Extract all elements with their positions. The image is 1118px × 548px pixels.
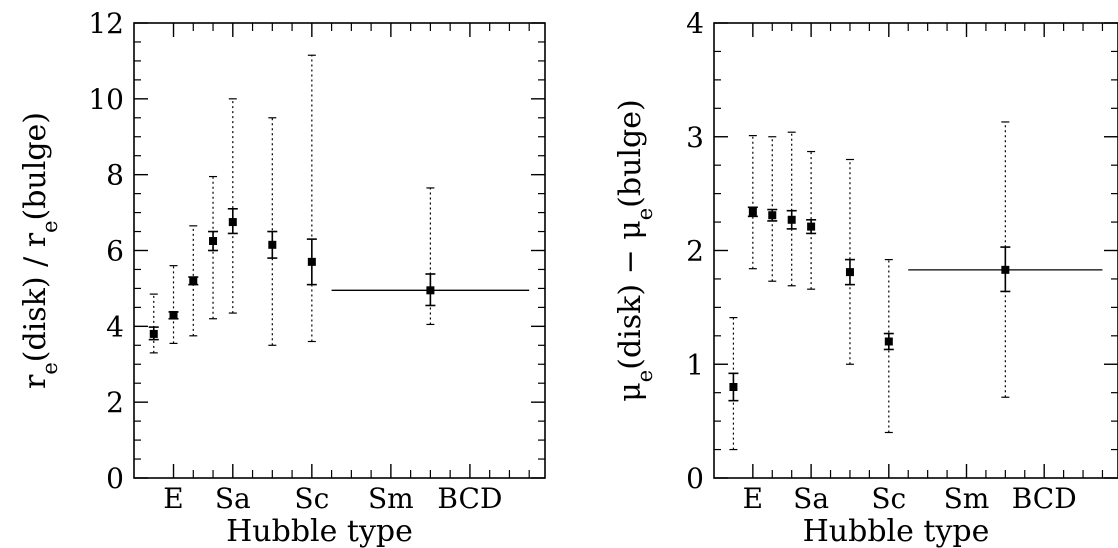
y-tick-label: 4	[106, 310, 124, 343]
y-label-part: μ	[613, 382, 648, 402]
data-point	[845, 268, 854, 277]
y-label-part: (bulge)	[613, 99, 648, 208]
x-tick-label: Sm	[944, 482, 990, 515]
data-point	[787, 215, 796, 224]
data-point	[768, 211, 777, 220]
data-point	[729, 383, 738, 391]
y-label-part: r	[18, 374, 53, 389]
y-axis-label: re(disk) / re(bulge)	[18, 112, 62, 389]
data-point	[209, 237, 218, 246]
x-tick-label: E	[163, 482, 183, 515]
y-tick-label: 12	[88, 7, 124, 40]
x-tick-label: Sa	[793, 482, 829, 515]
y-tick-label: 0	[106, 462, 124, 495]
y-tick-label: 10	[88, 83, 124, 116]
data-point	[149, 329, 158, 338]
y-label-part: (disk) −	[613, 240, 648, 370]
y-label-subscript: e	[633, 208, 657, 220]
y-label-subscript: e	[38, 362, 62, 374]
y-tick-label: 6	[106, 235, 124, 268]
plot-frame	[713, 22, 1118, 479]
y-tick-label: 0	[686, 462, 704, 495]
y-label-subscript: e	[38, 220, 62, 232]
y-label-part: μ	[613, 220, 648, 240]
data-point	[169, 310, 178, 319]
y-tick-label: 1	[686, 348, 704, 381]
data-point	[807, 222, 816, 231]
y-tick-label: 2	[106, 386, 124, 419]
data-point	[228, 218, 237, 227]
x-tick-label: BCD	[1012, 482, 1077, 515]
y-label-part: (disk) / r	[18, 232, 53, 362]
x-axis-label: Hubble type	[226, 514, 413, 548]
y-tick-label: 4	[686, 7, 704, 40]
data-point	[1001, 265, 1010, 274]
y-label-part: (bulge)	[18, 112, 53, 221]
x-tick-label: E	[743, 482, 763, 515]
y-label-subscript: e	[633, 370, 657, 382]
data-point	[748, 207, 757, 216]
y-tick-label: 2	[686, 235, 704, 268]
data-point	[307, 257, 316, 266]
x-tick-label: Sc	[294, 482, 329, 515]
data-point	[268, 240, 277, 249]
y-tick-label: 8	[106, 159, 124, 192]
data-point	[189, 276, 198, 285]
x-tick-label: Sa	[215, 482, 251, 515]
x-axis-label: Hubble type	[803, 514, 990, 548]
plot-frame	[133, 22, 546, 479]
data-point	[426, 286, 435, 295]
y-tick-label: 3	[686, 121, 704, 154]
x-tick-label: Sm	[368, 482, 414, 515]
x-tick-label: BCD	[437, 482, 502, 515]
data-point	[884, 337, 893, 346]
y-axis-label: μe(disk) − μe(bulge)	[613, 99, 657, 401]
x-tick-label: Sc	[871, 482, 906, 515]
